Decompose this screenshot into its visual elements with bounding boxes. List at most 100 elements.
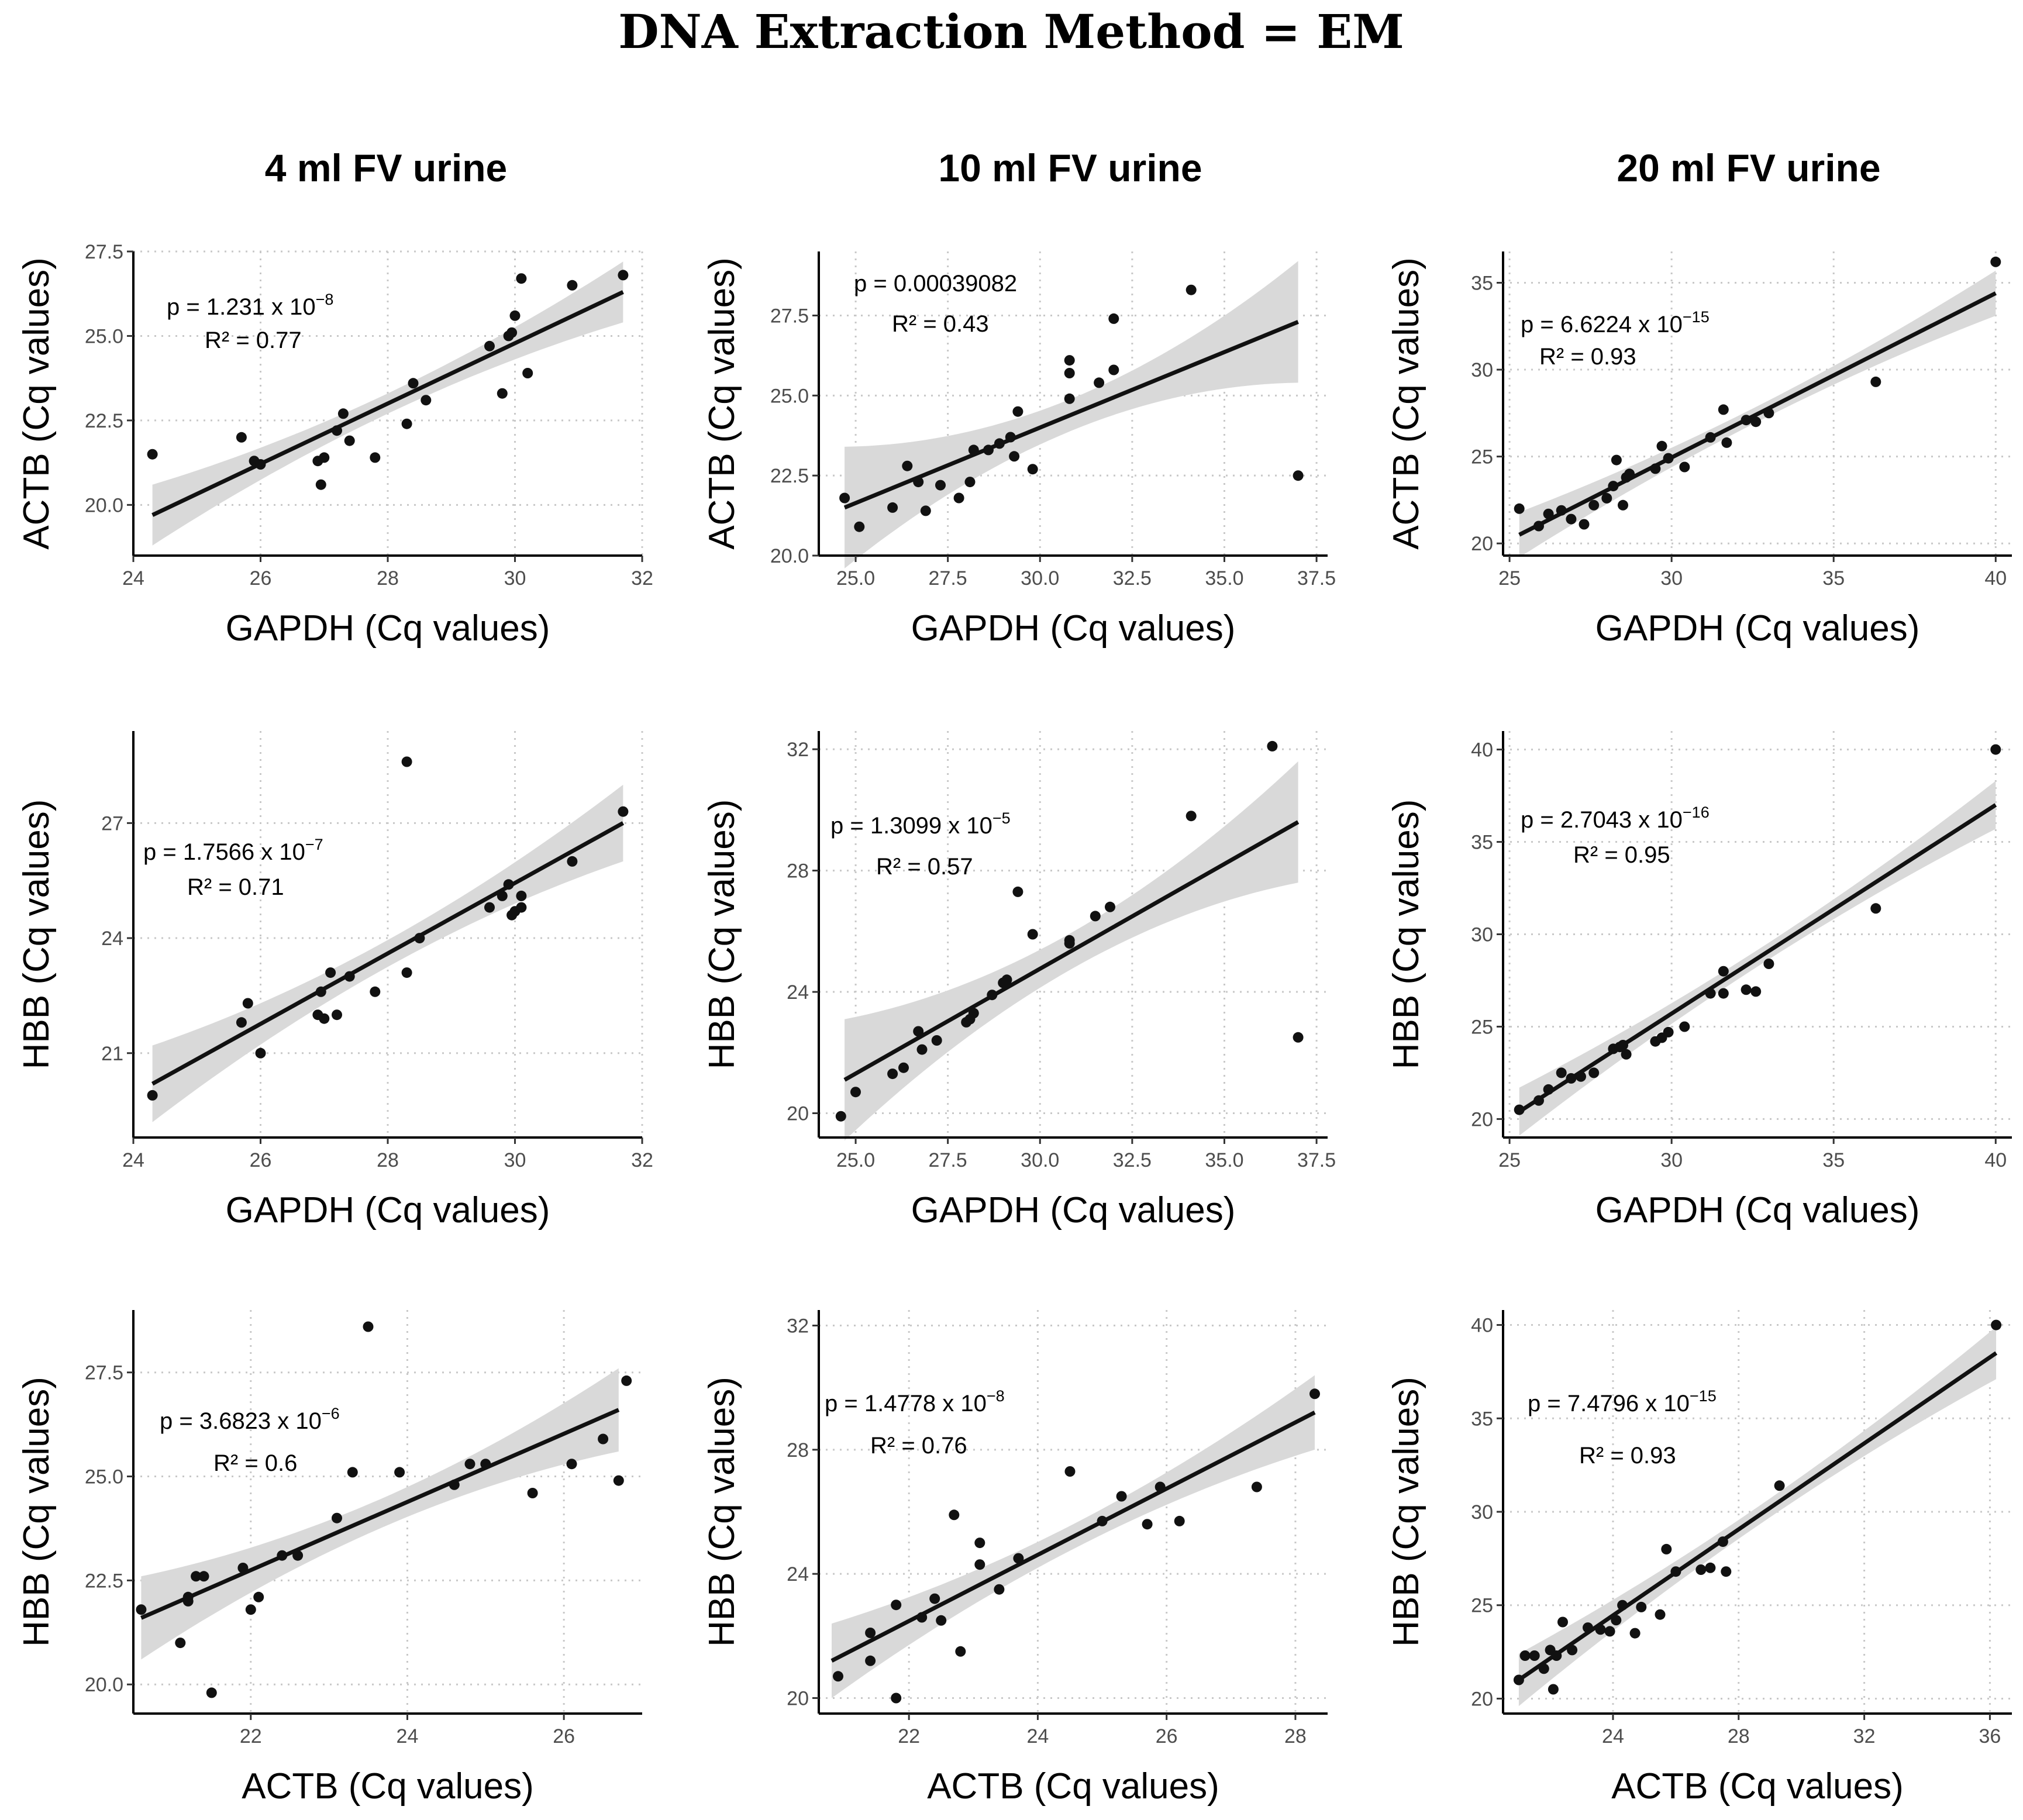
panel-r1-c2-point-1 — [854, 521, 865, 532]
panel-r1-c1-point-3 — [255, 459, 266, 470]
panel-r2-c3-x-axis-title: GAPDH (Cq values) — [1595, 1190, 1920, 1230]
panel-r2-c1-point-13 — [414, 933, 425, 944]
panel-r3-c3-point-9 — [1583, 1622, 1593, 1633]
panel-r1-c1-point-0 — [147, 449, 158, 460]
panel-r3-c1-point-20 — [566, 1459, 577, 1470]
panel-r3-c1-y-axis-title: HBB (Cq values) — [16, 1377, 57, 1647]
panel-r2-c3-y-tick-label-2: 30 — [1471, 924, 1493, 946]
panel-r3-c1-x-tick-label-0: 22 — [240, 1725, 262, 1747]
panel-r3-c1-point-18 — [480, 1459, 491, 1470]
panel-r2-c2-point-13 — [1012, 886, 1023, 897]
panel-r1-c1-x-tick-label-1: 26 — [250, 567, 272, 590]
panel-r2-c3-point-22 — [1990, 744, 2001, 755]
panel-r3-c1-point-19 — [527, 1488, 538, 1498]
panel-r1-c2-point-6 — [935, 480, 946, 491]
panel-r2-c1-x-tick-label-1: 26 — [250, 1149, 272, 1171]
panel-r1-c1-point-10 — [370, 452, 381, 463]
panel-r1-c2-r-squared: R² = 0.43 — [892, 311, 989, 337]
panel-r1-c2-point-7 — [953, 492, 964, 504]
panel-r1-c1-r-squared: R² = 0.77 — [205, 328, 302, 353]
panel-r2-c1-point-16 — [503, 879, 514, 890]
panel-r2-c2-point-0 — [835, 1111, 846, 1122]
panel-r3-c1-point-7 — [237, 1563, 249, 1573]
panel-r3-c2-point-18 — [1154, 1481, 1166, 1492]
panel-r3-c3-x-tick-label-0: 24 — [1602, 1725, 1624, 1747]
panel-r3-c2-point-12 — [994, 1584, 1005, 1595]
panel-r3-c2-y-tick-label-2: 28 — [787, 1439, 809, 1461]
panel-r2-c2-p-value: p = 1.3099 x 10−5 — [830, 809, 1011, 839]
panel-r2-c2-y-tick-label-3: 32 — [787, 739, 809, 761]
panel-r1-c2-point-5 — [920, 505, 931, 516]
panel-r3-c2-x-tick-label-1: 24 — [1027, 1725, 1049, 1747]
panel-r1-c3-x-tick-label-1: 30 — [1660, 567, 1683, 590]
panel-r3-c1-point-11 — [292, 1550, 304, 1561]
panel-r2-c1-point-1 — [236, 1017, 247, 1028]
panel-r2-c3-point-5 — [1576, 1071, 1586, 1082]
panel-r1-c3-point-16 — [1679, 461, 1690, 473]
panel-r3-c1-point-15 — [394, 1467, 405, 1478]
panel-r1-c1-y-tick-label-2: 25.0 — [85, 325, 123, 347]
panel-r3-c3-x-axis-title: ACTB (Cq values) — [1611, 1766, 1904, 1807]
panel-r1-c1-point-7 — [332, 425, 342, 436]
panel-r3-c1-point-12 — [332, 1512, 342, 1523]
panel-r2-c1-point-14 — [484, 902, 495, 913]
panel-r3-c2-point-8 — [949, 1509, 960, 1521]
panel-r3-c3-p-value: p = 7.4796 x 10−15 — [1528, 1387, 1717, 1416]
panel-r2-c3-point-2 — [1543, 1084, 1554, 1095]
panel-r3-c3-point-0 — [1513, 1674, 1524, 1685]
panel-r1-c3-x-axis-title: GAPDH (Cq values) — [1595, 608, 1920, 649]
panel-r3-c3-point-5 — [1548, 1684, 1559, 1695]
panel-r2-c2-point-3 — [898, 1062, 909, 1073]
panel-r2-c1-r-squared: R² = 0.71 — [187, 874, 284, 900]
panel-r3-c1-y-tick-label-3: 27.5 — [85, 1362, 123, 1384]
panel-r1-c3-point-23 — [1870, 376, 1881, 387]
panel-r1-c1-y-axis-title: ACTB (Cq values) — [16, 257, 57, 550]
panel-r3-c2-point-3 — [891, 1693, 902, 1704]
panel-r2-c2-point-18 — [1105, 901, 1115, 912]
panel-r2-c1-x-axis-title: GAPDH (Cq values) — [226, 1190, 550, 1230]
panel-r2-c2-point-10 — [987, 990, 998, 1001]
panel-r3-c3-point-21 — [1717, 1536, 1728, 1547]
panel-r2-c2-x-tick-label-0: 25.0 — [836, 1149, 875, 1171]
panel-r2-c3-x-tick-label-3: 40 — [1984, 1149, 2007, 1171]
panel-r1-c2-point-9 — [968, 444, 979, 456]
panel-r1-c3-y-tick-label-0: 20 — [1471, 533, 1493, 555]
panel-r1-c1-point-18 — [509, 310, 521, 321]
panel-r3-c3-point-22 — [1721, 1566, 1732, 1577]
panel-r1-c3-point-10 — [1618, 499, 1628, 511]
panel-r2-c1-p-value: p = 1.7566 x 10−7 — [143, 836, 323, 865]
panel-r2-c2-point-1 — [850, 1087, 861, 1098]
panel-r1-c2-x-tick-label-3: 32.5 — [1113, 567, 1152, 590]
panel-r1-c1-y-tick-label-3: 27.5 — [85, 241, 123, 263]
panel-r3-c2-p-value: p = 1.4778 x 10−8 — [825, 1387, 1005, 1416]
panel-r2-c1-point-19 — [516, 902, 527, 913]
panel-r3-c3-point-6 — [1551, 1650, 1562, 1661]
panel-r1-c2-point-0 — [839, 492, 850, 504]
panel-r1-c2-point-3 — [902, 460, 913, 471]
panel-r3-c2-point-19 — [1174, 1515, 1185, 1526]
panel-r2-c1-point-3 — [255, 1047, 266, 1059]
panel-r1-c3-point-21 — [1750, 416, 1762, 428]
panel-r2-c2-y-tick-label-2: 28 — [787, 860, 809, 883]
panel-r2-c1-point-12 — [401, 967, 412, 978]
panel-r3-c3-point-2 — [1529, 1650, 1540, 1661]
panel-r3-c3-r-squared: R² = 0.93 — [1579, 1443, 1676, 1469]
panel-r3-c1-point-16 — [449, 1479, 460, 1490]
panel-r3-c1-r-squared: R² = 0.6 — [213, 1450, 297, 1476]
panel-r3-c2-y-tick-label-0: 20 — [787, 1687, 809, 1709]
panel-r2-c1-point-15 — [497, 890, 508, 901]
panel-r1-c3-point-3 — [1556, 505, 1567, 516]
panel-r3-c2-x-tick-label-3: 28 — [1284, 1725, 1307, 1747]
panel-r1-c1-point-6 — [315, 479, 326, 490]
panel-r3-c2-y-tick-label-3: 32 — [787, 1315, 809, 1338]
panel-r1-c1-point-12 — [408, 378, 419, 389]
panel-r1-c1-x-tick-label-2: 28 — [377, 567, 399, 590]
panel-r1-c3-point-22 — [1763, 408, 1774, 419]
panel-r3-c3-point-10 — [1595, 1624, 1606, 1635]
panel-r1-c1-p-exponent: −8 — [316, 291, 334, 308]
panel-r1-c3-point-1 — [1533, 521, 1544, 532]
panel-r3-c2-x-tick-label-0: 22 — [898, 1725, 920, 1747]
panel-r3-c2-regression-line — [830, 1411, 1316, 1663]
